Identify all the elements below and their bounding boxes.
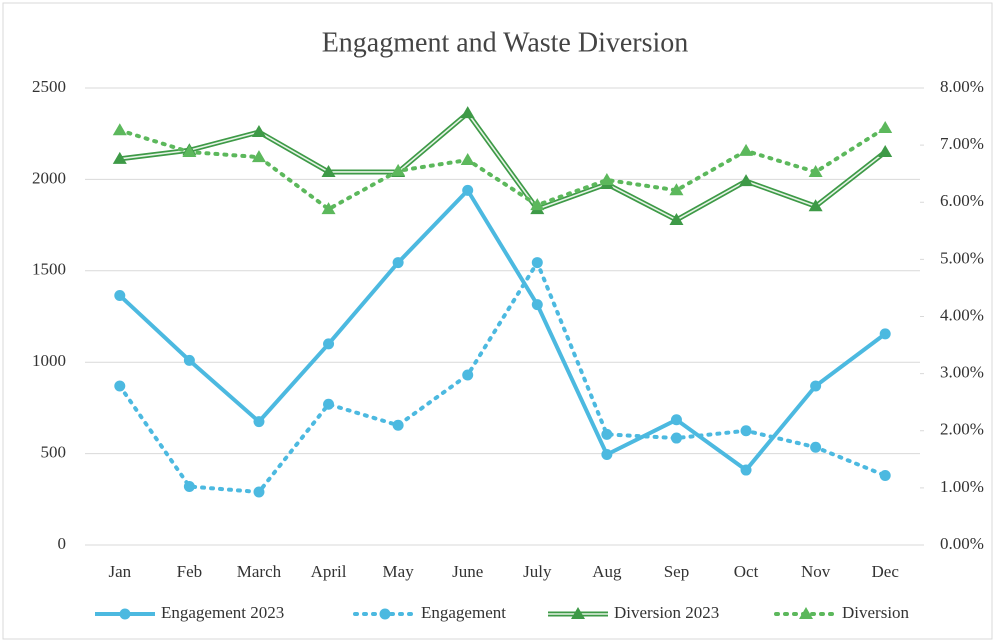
y-tick-label: 2500 (32, 77, 66, 96)
y2-tick-label: 3.00% (940, 363, 984, 382)
marker (879, 470, 891, 482)
marker (670, 414, 682, 426)
legend-label: Diversion (842, 603, 910, 622)
marker (810, 441, 822, 453)
x-tick-label: Aug (592, 562, 622, 581)
y2-tick-label: 5.00% (940, 248, 984, 267)
marker (669, 183, 684, 196)
y2-tick-label: 1.00% (940, 477, 984, 496)
marker (739, 174, 754, 187)
marker (253, 486, 265, 498)
legend-label: Engagement (421, 603, 506, 622)
marker (599, 172, 614, 185)
marker (112, 123, 127, 136)
marker (379, 608, 391, 620)
marker (799, 607, 813, 619)
x-tick-label: April (311, 562, 347, 581)
x-tick-label: June (452, 562, 483, 581)
marker (740, 464, 752, 476)
y2-tick-label: 4.00% (940, 305, 984, 324)
y-tick-label: 0 (58, 534, 67, 553)
marker (391, 163, 406, 176)
x-tick-label: Dec (872, 562, 900, 581)
y2-tick-label: 2.00% (940, 420, 984, 439)
marker (531, 257, 543, 269)
marker (462, 369, 474, 381)
x-tick-label: Feb (177, 562, 203, 581)
marker (878, 144, 893, 157)
marker (182, 144, 197, 157)
marker (321, 164, 336, 177)
marker (460, 106, 475, 119)
series-line (117, 260, 888, 494)
marker (323, 398, 335, 410)
marker (601, 449, 613, 461)
marker (808, 199, 823, 212)
x-tick-label: Oct (734, 562, 759, 581)
marker (392, 419, 404, 431)
marker (530, 198, 545, 211)
marker (114, 380, 126, 392)
marker (323, 338, 335, 350)
marker (670, 432, 682, 444)
marker (571, 607, 585, 619)
marker (251, 124, 266, 137)
marker (878, 120, 893, 133)
marker (392, 257, 404, 269)
y2-tick-label: 6.00% (940, 191, 984, 210)
marker (460, 152, 475, 165)
marker (251, 150, 266, 163)
marker (183, 481, 195, 493)
y2-tick-label: 7.00% (940, 134, 984, 153)
marker (810, 380, 822, 392)
x-tick-label: Nov (801, 562, 831, 581)
chart-title: Engagment and Waste Diversion (322, 27, 689, 58)
x-tick-label: May (383, 562, 415, 581)
marker (739, 143, 754, 156)
y-tick-label: 500 (41, 443, 67, 462)
x-tick-label: March (237, 562, 282, 581)
marker (669, 212, 684, 225)
y-tick-label: 1500 (32, 260, 66, 279)
x-tick-label: Jan (108, 562, 131, 581)
legend-label: Engagement 2023 (161, 603, 284, 622)
y2-tick-label: 0.00% (940, 534, 984, 553)
x-tick-label: Sep (664, 562, 690, 581)
y-tick-label: 1000 (32, 351, 66, 370)
marker (253, 416, 265, 428)
marker (321, 202, 336, 215)
marker (119, 608, 131, 620)
marker (183, 354, 195, 366)
series-line (118, 188, 887, 473)
marker (879, 328, 891, 340)
marker (462, 184, 474, 196)
x-tick-label: July (523, 562, 552, 581)
marker (601, 428, 613, 440)
marker (740, 425, 752, 437)
marker (808, 164, 823, 177)
marker (114, 289, 126, 301)
legend-label: Diversion 2023 (614, 603, 719, 622)
y-tick-label: 2000 (32, 168, 66, 187)
series-line-inner (119, 112, 886, 221)
marker (531, 299, 543, 311)
marker (112, 151, 127, 164)
y2-tick-label: 8.00% (940, 77, 984, 96)
